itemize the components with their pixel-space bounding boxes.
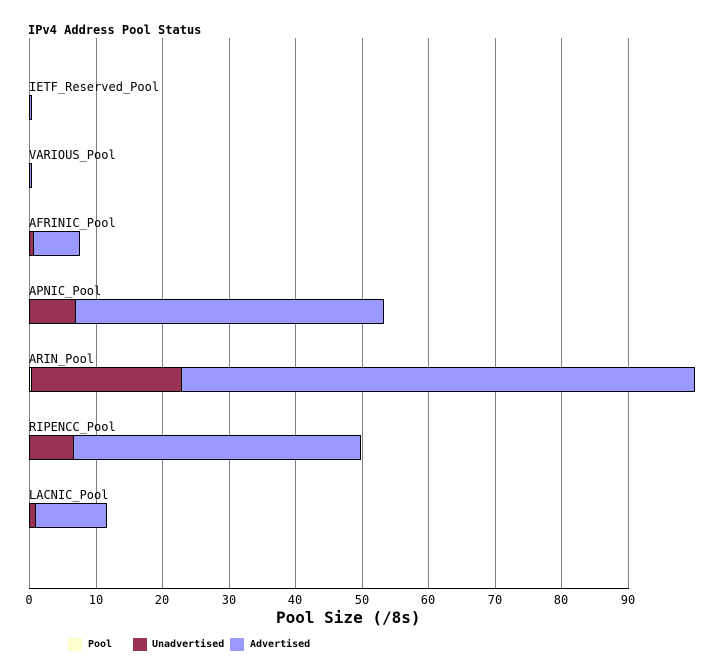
x-tick-label-90: 90 — [620, 593, 636, 607]
x-tick-label-20: 20 — [154, 593, 170, 607]
bar-lacnic_pool — [29, 503, 107, 528]
x-tick-label-50: 50 — [354, 593, 370, 607]
category-label-arin_pool: ARIN_Pool — [29, 352, 95, 366]
gridline-70 — [495, 38, 496, 588]
bar-various_pool — [29, 163, 32, 188]
legend-swatch-advertised — [230, 638, 244, 651]
bar-ietf_reserved_pool — [29, 95, 32, 120]
bar-segment-unadvertised-afrinic_pool — [30, 232, 34, 255]
category-label-apnic_pool: APNIC_Pool — [29, 284, 102, 298]
bar-arin_pool — [29, 367, 696, 392]
category-label-ietf_reserved_pool: IETF_Reserved_Pool — [29, 80, 160, 94]
bar-apnic_pool — [29, 299, 385, 324]
bar-segment-advertised-ripencc_pool — [74, 436, 360, 459]
x-tick-label-70: 70 — [487, 593, 503, 607]
gridline-80 — [561, 38, 562, 588]
bar-segment-unadvertised-ripencc_pool — [30, 436, 75, 459]
x-tick-label-40: 40 — [287, 593, 303, 607]
bar-segment-advertised-ietf_reserved_pool — [30, 96, 31, 119]
bar-segment-advertised-afrinic_pool — [33, 232, 79, 255]
bar-afrinic_pool — [29, 231, 80, 256]
legend-label-pool: Pool — [88, 639, 113, 650]
gridline-60 — [428, 38, 429, 588]
category-label-afrinic_pool: AFRINIC_Pool — [29, 216, 116, 230]
bar-segment-pool-arin_pool — [30, 368, 33, 391]
x-tick-label-10: 10 — [88, 593, 104, 607]
category-label-ripencc_pool: RIPENCC_Pool — [29, 420, 116, 434]
bar-segment-advertised-arin_pool — [182, 368, 695, 391]
x-tick-label-60: 60 — [420, 593, 436, 607]
x-axis-line — [29, 588, 629, 589]
legend-label-advertised: Advertised — [250, 639, 311, 650]
x-tick-label-80: 80 — [553, 593, 569, 607]
bar-ripencc_pool — [29, 435, 361, 460]
category-label-lacnic_pool: LACNIC_Pool — [29, 488, 109, 502]
bar-segment-unadvertised-lacnic_pool — [30, 504, 36, 527]
x-tick-label-0: 0 — [25, 593, 33, 607]
bar-segment-advertised-various_pool — [30, 164, 31, 187]
category-label-various_pool: VARIOUS_Pool — [29, 148, 116, 162]
bar-segment-advertised-apnic_pool — [75, 300, 384, 323]
legend-swatch-pool — [68, 638, 82, 651]
x-axis-title: Pool Size (/8s) — [276, 608, 421, 627]
bar-segment-unadvertised-apnic_pool — [30, 300, 76, 323]
bar-segment-unadvertised-arin_pool — [32, 368, 183, 391]
legend-label-unadvertised: Unadvertised — [152, 639, 225, 650]
chart-title: IPv4 Address Pool Status — [28, 23, 202, 37]
gridline-90 — [628, 38, 629, 588]
x-tick-label-30: 30 — [221, 593, 237, 607]
legend-swatch-unadvertised — [133, 638, 147, 651]
bar-segment-advertised-lacnic_pool — [35, 504, 106, 527]
